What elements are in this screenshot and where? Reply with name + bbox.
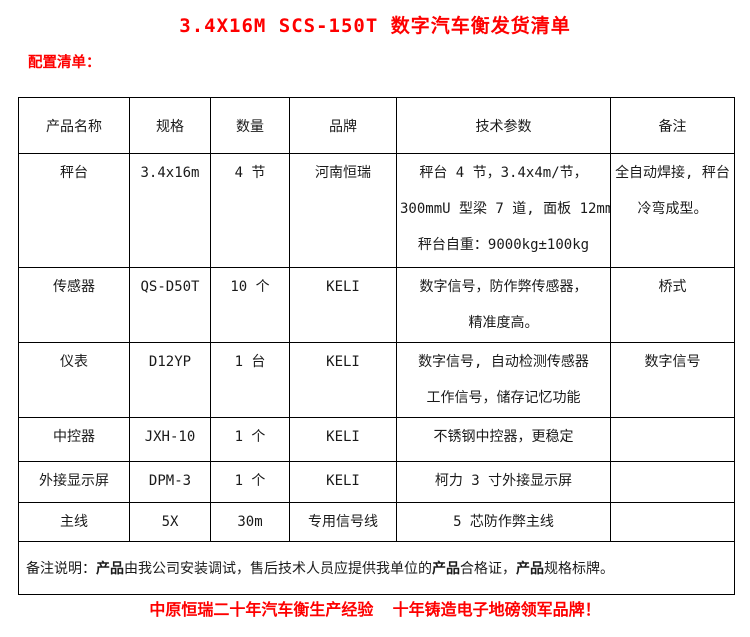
product-name-cell: 仪表 xyxy=(18,342,130,418)
header-row: 产品名称 规格 数量 品牌 技术参数 备注 xyxy=(18,97,735,154)
param-line: 精准度高。 xyxy=(468,315,539,331)
col-header-remark: 备注 xyxy=(610,97,735,154)
note-cell xyxy=(610,502,735,542)
product-name-cell: 秤台 xyxy=(18,153,130,268)
spec-cell: QS-D50T xyxy=(129,267,211,343)
note-cell: 桥式 xyxy=(610,267,735,343)
param-line: 数字信号，防作弊传感器， xyxy=(419,279,588,295)
brand-cell: 专用信号线 xyxy=(289,502,397,542)
params-cell: 秤台 4 节，3.4x4m/节， 300mmU 型梁 7 道, 面板 12mm … xyxy=(396,153,611,268)
table-row: 主线 5X 30m 专用信号线 5 芯防作弊主线 xyxy=(18,502,735,542)
spec-cell: DPM-3 xyxy=(129,461,211,503)
product-name-cell: 外接显示屏 xyxy=(18,461,130,503)
qty-cell: 10 个 xyxy=(210,267,290,343)
brand-cell: KELI xyxy=(289,342,397,418)
qty-cell: 1 个 xyxy=(210,461,290,503)
footer-slogan: 中原恒瑞二十年汽车衡生产经验 十年铸造电子地磅领军品牌！ xyxy=(149,600,601,619)
product-name-cell: 中控器 xyxy=(18,417,130,462)
param-line: 秤台自重：9000kg±100kg xyxy=(417,237,590,253)
product-name-cell: 主线 xyxy=(18,502,130,542)
qty-cell: 1 个 xyxy=(210,417,290,462)
param-line: 不锈钢中控器，更稳定 xyxy=(433,429,574,445)
note-cell xyxy=(610,417,735,462)
table-row: 传感器 QS-D50T 10 个 KELI 数字信号，防作弊传感器， 精准度高。… xyxy=(18,267,735,343)
col-header-tech-params: 技术参数 xyxy=(396,97,611,154)
param-line: 300mmU 型梁 7 道, 面板 12mm xyxy=(400,201,611,217)
params-cell: 不锈钢中控器，更稳定 xyxy=(396,417,611,462)
col-header-product-name: 产品名称 xyxy=(18,97,130,154)
spec-cell: 3.4x16m xyxy=(129,153,211,268)
remark-row: 备注说明：产品由我公司安装调试，售后技术人员应提供我单位的产品合格证，产品规格标… xyxy=(18,541,735,595)
remark-note: 备注说明：产品由我公司安装调试，售后技术人员应提供我单位的产品合格证，产品规格标… xyxy=(18,541,735,595)
params-cell: 数字信号, 自动检测传感器 工作信号，储存记忆功能 xyxy=(396,342,611,418)
page-title: 3.4X16M SCS-150T 数字汽车衡发货清单 xyxy=(179,15,571,37)
params-cell: 数字信号，防作弊传感器， 精准度高。 xyxy=(396,267,611,343)
product-name-cell: 传感器 xyxy=(18,267,130,343)
params-cell: 柯力 3 寸外接显示屏 xyxy=(396,461,611,503)
param-line: 数字信号, 自动检测传感器 xyxy=(418,354,589,370)
brand-cell: 河南恒瑞 xyxy=(289,153,397,268)
qty-cell: 1 台 xyxy=(210,342,290,418)
spec-cell: 5X xyxy=(129,502,211,542)
qty-cell: 4 节 xyxy=(210,153,290,268)
brand-cell: KELI xyxy=(289,267,397,343)
spec-cell: JXH-10 xyxy=(129,417,211,462)
table-row: 中控器 JXH-10 1 个 KELI 不锈钢中控器，更稳定 xyxy=(18,417,735,462)
param-line: 秤台 4 节，3.4x4m/节， xyxy=(419,165,588,181)
spec-cell: D12YP xyxy=(129,342,211,418)
qty-cell: 30m xyxy=(210,502,290,542)
table-row: 秤台 3.4x16m 4 节 河南恒瑞 秤台 4 节，3.4x4m/节， 300… xyxy=(18,153,735,268)
note-cell: 数字信号 xyxy=(610,342,735,418)
brand-cell: KELI xyxy=(289,417,397,462)
param-line: 柯力 3 寸外接显示屏 xyxy=(434,473,573,489)
section-label-config-list: 配置清单： xyxy=(28,55,101,71)
note-cell: 全自动焊接, 秤台冷弯成型。 xyxy=(610,153,735,268)
table-row: 仪表 D12YP 1 台 KELI 数字信号, 自动检测传感器 工作信号，储存记… xyxy=(18,342,735,418)
config-table: 产品名称 规格 数量 品牌 技术参数 备注 秤台 3.4x16m 4 节 河南恒… xyxy=(18,97,735,595)
param-line: 5 芯防作弊主线 xyxy=(453,514,554,530)
col-header-spec: 规格 xyxy=(129,97,211,154)
params-cell: 5 芯防作弊主线 xyxy=(396,502,611,542)
brand-cell: KELI xyxy=(289,461,397,503)
table-row: 外接显示屏 DPM-3 1 个 KELI 柯力 3 寸外接显示屏 xyxy=(18,461,735,503)
note-cell xyxy=(610,461,735,503)
col-header-brand: 品牌 xyxy=(289,97,397,154)
param-line: 工作信号，储存记忆功能 xyxy=(426,390,581,406)
col-header-quantity: 数量 xyxy=(210,97,290,154)
